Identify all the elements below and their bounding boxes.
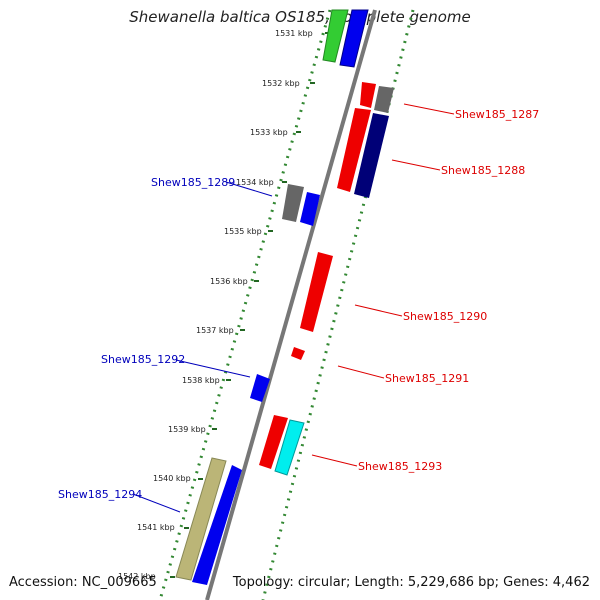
tick-label-1532: 1532 kbp <box>262 79 300 88</box>
gene-1289-blue[interactable] <box>300 192 320 226</box>
gene-label-1288[interactable]: Shew185_1288 <box>441 164 525 177</box>
gene-labels: Shew185_1287 Shew185_1288 Shew185_1289 S… <box>58 108 539 501</box>
tick-label-1540: 1540 kbp <box>153 474 191 483</box>
leader-1287 <box>403 103 455 115</box>
tick-label-1534: 1534 kbp <box>236 178 274 187</box>
topology-label: Topology: circular; Length: 5,229,686 bp… <box>232 575 590 590</box>
leader-1291 <box>337 365 385 379</box>
dotted-guide-right <box>261 9 415 600</box>
gene-label-1293[interactable]: Shew185_1293 <box>358 460 442 473</box>
tick-label-1533: 1533 kbp <box>250 128 288 137</box>
map-title: Shewanella baltica OS185, complete genom… <box>129 8 471 26</box>
tick-label-1536: 1536 kbp <box>210 277 248 286</box>
gene-green[interactable] <box>322 9 349 63</box>
gene-1288-red[interactable] <box>337 108 371 192</box>
tick-label-1535: 1535 kbp <box>224 227 262 236</box>
tick-group: 1531 kbp 1532 kbp 1533 kbp 1534 kbp 1535… <box>118 29 330 581</box>
gene-label-1291[interactable]: Shew185_1291 <box>385 372 469 385</box>
gene-1292-blue[interactable] <box>250 374 270 402</box>
leader-1290 <box>354 304 403 317</box>
gene-1294-olive[interactable] <box>175 457 227 581</box>
gene-label-1287[interactable]: Shew185_1287 <box>455 108 539 121</box>
leader-1288 <box>391 159 441 171</box>
gene-label-1294[interactable]: Shew185_1294 <box>58 488 142 501</box>
tick-label-1541: 1541 kbp <box>137 523 175 532</box>
tick-label-1542: 1542 kbp <box>118 572 156 581</box>
genome-backbone <box>205 9 377 600</box>
dotted-guides <box>158 9 415 600</box>
gene-label-1290[interactable]: Shew185_1290 <box>403 310 487 323</box>
tick-label-1531: 1531 kbp <box>275 29 313 38</box>
gene-label-1289[interactable]: Shew185_1289 <box>151 176 235 189</box>
gene-1287-red[interactable] <box>360 82 376 108</box>
tick-label-1539: 1539 kbp <box>168 425 206 434</box>
gene-1289-gray[interactable] <box>282 184 304 222</box>
gene-features <box>175 9 394 585</box>
gene-1293-red[interactable] <box>259 415 288 469</box>
leader-lines <box>132 103 455 513</box>
gene-1288-navy[interactable] <box>354 113 389 198</box>
gene-label-1292[interactable]: Shew185_1292 <box>101 353 185 366</box>
leader-1289 <box>225 181 273 197</box>
leader-1292 <box>175 359 251 378</box>
gene-blue-top[interactable] <box>339 9 369 68</box>
gene-1290-red[interactable] <box>300 252 333 332</box>
leader-1294 <box>132 493 181 513</box>
gene-1291-red[interactable] <box>291 347 305 360</box>
accession-label: Accession: NC_009665 <box>9 575 157 590</box>
gene-1294-blue[interactable] <box>192 465 242 585</box>
dotted-guide-left <box>158 9 332 600</box>
gene-1293-cyan[interactable] <box>274 419 305 476</box>
tick-label-1537: 1537 kbp <box>196 326 234 335</box>
tick-label-1538: 1538 kbp <box>182 376 220 385</box>
gene-1287-gray[interactable] <box>374 86 394 113</box>
leader-1293 <box>311 454 358 467</box>
